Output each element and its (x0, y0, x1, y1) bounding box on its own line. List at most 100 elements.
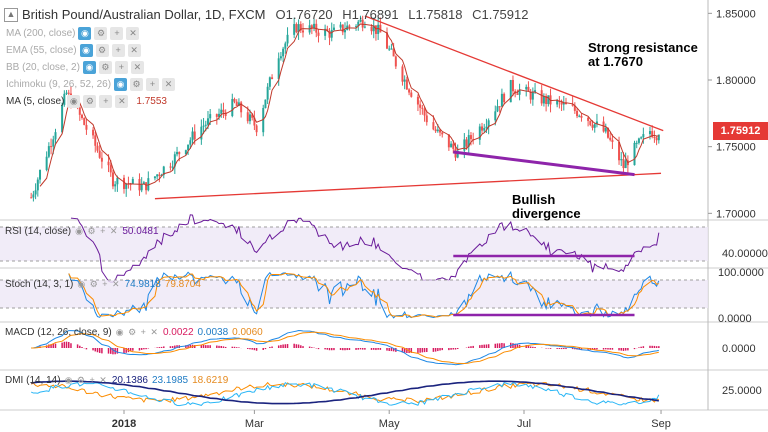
candle-body (494, 111, 497, 121)
macd-label[interactable]: MACD (12, 26, close, 9) ◉ ⚙ + ✕ 0.0022 0… (5, 327, 263, 338)
indicator-ma200[interactable]: MA (200, close) ◉ ⚙ + ✕ (6, 27, 140, 40)
candle-body (578, 115, 581, 117)
candle-body (390, 48, 393, 50)
candle-body (67, 92, 70, 94)
candle (370, 24, 373, 35)
candle-body (100, 157, 103, 162)
pane-settings-icons[interactable]: ◉ ⚙ + ✕ (77, 279, 121, 289)
candle (511, 75, 514, 97)
indicator-label: EMA (55, close) (6, 45, 77, 56)
candle (392, 42, 395, 57)
candle (390, 43, 393, 50)
candle (202, 117, 205, 134)
candle-body (158, 174, 161, 176)
annotation-line: Strong resistance (588, 40, 698, 55)
candle-body (282, 48, 285, 57)
indicator-ichimoku[interactable]: Ichimoku (9, 26, 52, 26) ◉ ⚙ + ✕ (6, 78, 176, 91)
candle-body (271, 77, 274, 80)
pane-settings-icons[interactable]: ◉ ⚙ + ✕ (64, 375, 108, 385)
eye-icon[interactable]: ◉ (67, 95, 81, 108)
candle (602, 116, 605, 133)
candle (642, 127, 645, 144)
candle-body (516, 93, 519, 95)
candle-body (545, 96, 548, 105)
ohlc-high: H1.76891 (342, 7, 399, 22)
candle-body (204, 124, 207, 126)
indicator-ema55[interactable]: EMA (55, close) ◉ ⚙ + ✕ (6, 44, 141, 57)
rsi-value: 50.0481 (122, 226, 159, 237)
candle-body (83, 117, 86, 125)
eye-icon[interactable]: ◉ (78, 27, 92, 40)
candle (63, 90, 66, 107)
candle (50, 138, 53, 155)
candle-body (359, 19, 362, 22)
candle (111, 169, 114, 190)
rsi-label[interactable]: RSI (14, close) ◉ ⚙ + ✕ 50.0481 (5, 226, 159, 237)
candle (624, 152, 627, 169)
gear-icon[interactable]: ⚙ (83, 95, 97, 108)
candle (96, 142, 99, 153)
indicator-bb[interactable]: BB (20, close, 2) ◉ ⚙ + ✕ (6, 61, 144, 74)
candle (611, 134, 614, 149)
plus-icon[interactable]: + (111, 44, 125, 57)
candle (36, 177, 39, 197)
chevron-up-icon[interactable]: ▲ (4, 7, 18, 22)
eye-icon[interactable]: ◉ (114, 78, 128, 91)
stoch-label[interactable]: Stoch (14, 3, 1) ◉ ⚙ + ✕ 74.9818 79.8704 (5, 279, 201, 290)
candle-body (286, 34, 289, 44)
candle (419, 100, 422, 115)
gear-icon[interactable]: ⚙ (94, 27, 108, 40)
eye-icon[interactable]: ◉ (82, 61, 96, 74)
close-icon[interactable]: ✕ (115, 95, 129, 108)
candle-body (218, 113, 221, 117)
macd-line (31, 330, 659, 366)
close-icon[interactable]: ✕ (162, 78, 176, 91)
dmi-label[interactable]: DMI (14, 14) ◉ ⚙ + ✕ 20.1386 23.1985 18.… (5, 375, 228, 386)
plus-icon[interactable]: + (110, 27, 124, 40)
stoch-k-line (68, 270, 660, 319)
candle (609, 132, 612, 142)
candle-body (487, 120, 490, 127)
candle (158, 172, 161, 183)
candle-body (176, 151, 179, 155)
candle (416, 94, 419, 112)
candle (637, 137, 640, 145)
gear-icon[interactable]: ⚙ (95, 44, 109, 57)
plus-icon[interactable]: + (146, 78, 160, 91)
candle-body (222, 109, 225, 113)
candle-body (483, 128, 486, 131)
close-icon[interactable]: ✕ (126, 27, 140, 40)
candle-body (339, 24, 342, 28)
divergence-line-price (453, 150, 635, 177)
candle (653, 130, 656, 143)
resistance-trendline (364, 15, 664, 132)
rsi-tick-label: 40.00000 (722, 248, 768, 260)
eye-icon[interactable]: ◉ (79, 44, 93, 57)
plus-icon[interactable]: + (99, 95, 113, 108)
candle (580, 113, 583, 122)
candle-body (633, 142, 636, 166)
candle-body (465, 139, 468, 147)
dmi-title: DMI (14, 14) (5, 375, 61, 386)
candle-body (606, 127, 609, 138)
candle-body (109, 165, 112, 173)
gear-icon[interactable]: ⚙ (98, 61, 112, 74)
gear-icon[interactable]: ⚙ (130, 78, 144, 91)
ohlc-close: C1.75912 (472, 7, 529, 22)
time-tick-label: 2018 (112, 418, 136, 430)
candle-body (648, 131, 651, 135)
plus-icon[interactable]: + (114, 61, 128, 74)
candle-body (511, 80, 514, 92)
pane-settings-icons[interactable]: ◉ ⚙ + ✕ (75, 226, 119, 236)
candle (54, 128, 57, 144)
close-icon[interactable]: ✕ (127, 44, 141, 57)
candle (125, 182, 128, 197)
candle-body (478, 126, 481, 140)
pane-settings-icons[interactable]: ◉ ⚙ + ✕ (115, 327, 159, 337)
candle-body (233, 98, 236, 102)
candle (542, 93, 545, 107)
candle-body (394, 56, 397, 67)
close-icon[interactable]: ✕ (130, 61, 144, 74)
indicator-ma5[interactable]: MA (5, close) ◉ ⚙ + ✕ 1.7553 (6, 95, 167, 108)
